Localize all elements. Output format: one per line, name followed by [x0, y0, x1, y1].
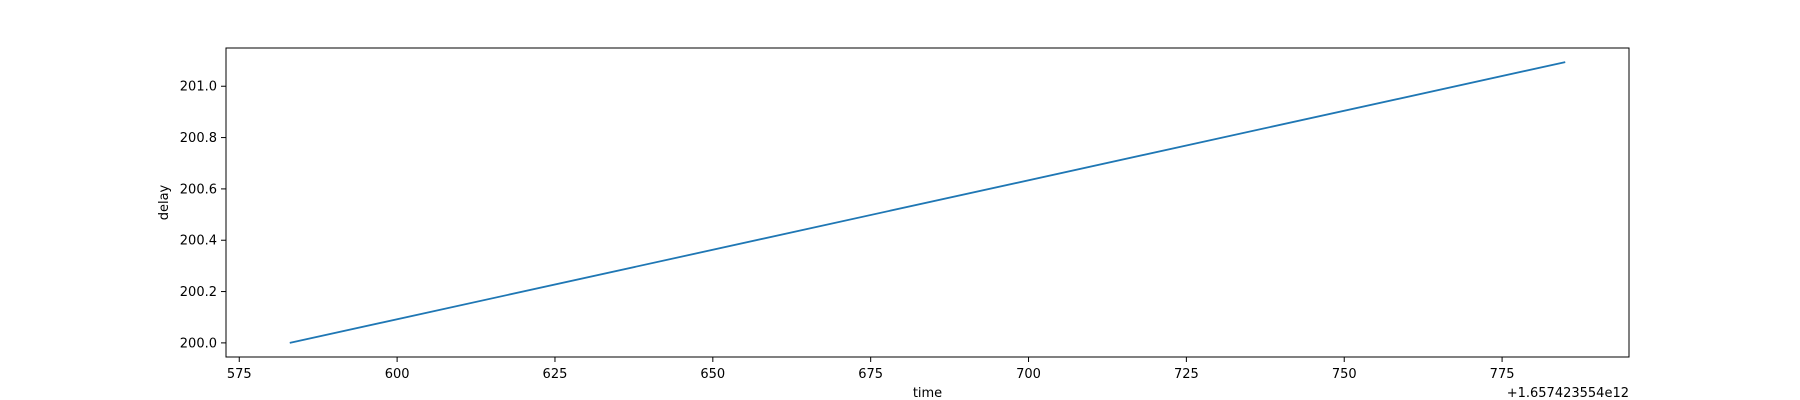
y-tick-label: 200.8	[180, 131, 217, 146]
series-line-0	[289, 61, 1566, 344]
x-tick-label: 750	[1332, 367, 1357, 382]
x-tick-label: 775	[1490, 367, 1515, 382]
x-axis-offset-label: +1.657423554e12	[1507, 386, 1629, 400]
y-tick-label: 201.0	[180, 80, 217, 95]
y-axis-label: delay	[157, 184, 172, 220]
x-tick-label: 700	[1016, 367, 1041, 382]
x-axis-label: time	[913, 386, 942, 400]
y-axis: 200.0 200.2 200.4 200.6 200.8 201.0	[180, 80, 226, 351]
y-tick-label: 200.6	[180, 182, 217, 197]
x-tick-label: 725	[1174, 367, 1199, 382]
x-axis: 575 600 625 650 675 700 725 750 775	[227, 357, 1515, 382]
x-tick-label: 675	[858, 367, 883, 382]
x-tick-label: 575	[227, 367, 252, 382]
series-layer	[289, 61, 1566, 344]
x-tick-label: 625	[543, 367, 568, 382]
y-tick-label: 200.4	[180, 234, 217, 249]
x-tick-label: 650	[700, 367, 725, 382]
plot-area-frame	[225, 47, 1630, 358]
y-tick-label: 200.2	[180, 285, 217, 300]
y-tick-label: 200.0	[180, 336, 217, 351]
x-tick-label: 600	[385, 367, 410, 382]
